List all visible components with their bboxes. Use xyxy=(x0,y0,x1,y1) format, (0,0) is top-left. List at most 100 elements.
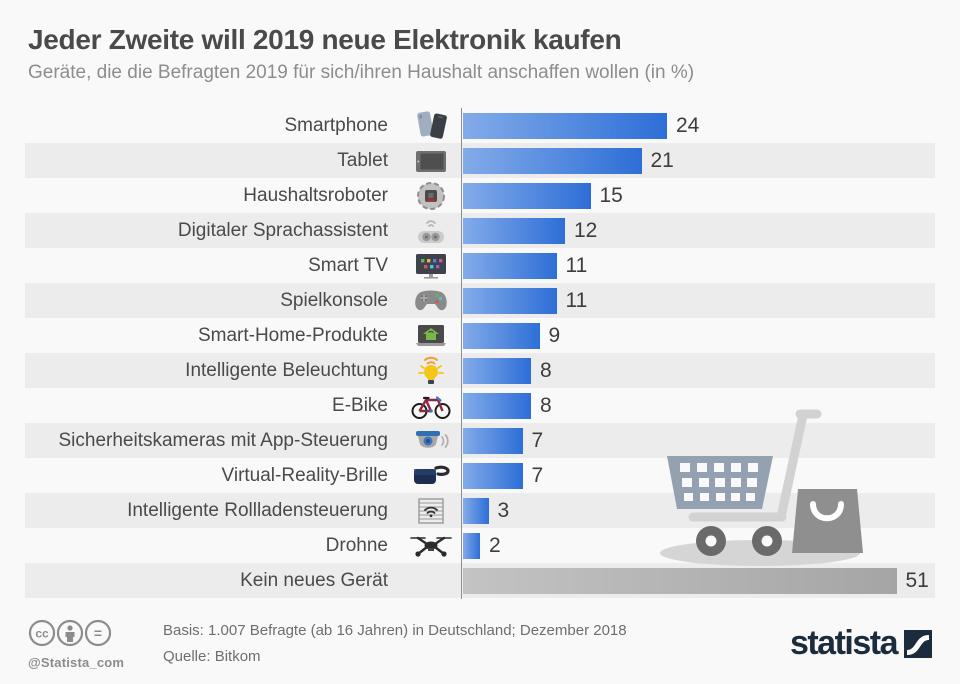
footer: cc = @Statista_com Basis: 1.007 Befragte… xyxy=(0,618,960,671)
chart-row: Smart TV 11 xyxy=(25,248,935,283)
header: Jeder Zweite will 2019 neue Elektronik k… xyxy=(0,0,960,84)
security-camera-icon xyxy=(398,423,463,458)
light-bulb-icon xyxy=(398,353,463,388)
chart-row: Sicherheitskameras mit App-Steuerung 7 xyxy=(25,423,935,458)
category-label: Intelligente Rollladensteuerung xyxy=(127,499,388,521)
value-label: 12 xyxy=(574,218,598,242)
category-label: Smart-Home-Produkte xyxy=(197,324,388,346)
category-label: Smartphone xyxy=(284,114,388,136)
bar-zone: 2 xyxy=(463,528,935,563)
cc-license-block: cc = @Statista_com xyxy=(28,618,135,670)
value-label: 3 xyxy=(497,498,510,522)
bar-zone: 7 xyxy=(463,423,935,458)
bar-zone: 15 xyxy=(463,178,935,213)
statista-logo-icon xyxy=(904,629,932,658)
value-label: 7 xyxy=(531,428,544,452)
category-label: Sicherheitskameras mit App-Steuerung xyxy=(58,429,389,451)
drone-icon xyxy=(398,528,463,563)
bar-zone: 11 xyxy=(463,283,935,318)
e-bike-icon xyxy=(398,388,463,423)
bar-zone: 51 xyxy=(463,563,935,598)
statista-logo-text: statista xyxy=(789,624,899,663)
value-label: 7 xyxy=(531,463,544,487)
value-bar xyxy=(463,112,667,139)
value-bar xyxy=(463,252,557,279)
chart-row: E-Bike 8 xyxy=(25,388,935,423)
chart-row: Tablet 21 xyxy=(25,143,935,178)
chart-row: Digitaler Sprachassistent 12 xyxy=(25,213,935,248)
chart-row: Haushaltsroboter 15 xyxy=(25,178,935,213)
value-bar xyxy=(463,462,523,489)
chart-row: Spielkonsole 11 xyxy=(25,283,935,318)
bar-zone: 12 xyxy=(463,213,935,248)
category-label: Drohne xyxy=(325,534,388,556)
value-bar xyxy=(463,567,897,594)
chart-row: Drohne 2 xyxy=(25,528,935,563)
svg-text:cc: cc xyxy=(35,626,49,640)
smart-home-icon xyxy=(398,318,463,353)
bar-zone: 9 xyxy=(463,318,935,353)
value-label: 11 xyxy=(565,253,588,277)
statista-handle: @Statista_com xyxy=(28,654,125,670)
basis-text: Basis: 1.007 Befragte (ab 16 Jahren) in … xyxy=(163,621,627,639)
bar-zone: 11 xyxy=(463,248,935,283)
category-label: Digitaler Sprachassistent xyxy=(177,219,388,241)
statista-logo: statista xyxy=(790,624,932,663)
chart-row: Smartphone 24 xyxy=(25,108,935,143)
category-label: Haushaltsroboter xyxy=(243,184,388,206)
value-label: 2 xyxy=(489,533,501,557)
chart-row: Kein neues Gerät 51 xyxy=(25,563,935,598)
category-label: Tablet xyxy=(337,149,388,171)
bar-zone: 24 xyxy=(463,108,935,143)
category-icon xyxy=(398,563,463,598)
chart-row: Smart-Home-Produkte 9 xyxy=(25,318,935,353)
cc-license-icons: cc = xyxy=(28,619,112,646)
bar-zone: 3 xyxy=(463,493,935,528)
page-title: Jeder Zweite will 2019 neue Elektronik k… xyxy=(28,24,622,55)
smart-tv-icon xyxy=(398,248,463,283)
axis-baseline xyxy=(461,108,462,599)
robot-vacuum-icon xyxy=(398,178,463,213)
bar-zone: 8 xyxy=(463,353,935,388)
category-label: Intelligente Beleuchtung xyxy=(185,359,388,381)
tablet-icon xyxy=(398,143,463,178)
roller-shutter-icon xyxy=(398,493,463,528)
value-bar xyxy=(463,392,531,419)
voice-assistant-icon xyxy=(398,213,463,248)
chart-row: Intelligente Rollladensteuerung 3 xyxy=(25,493,935,528)
source-text: Quelle: Bitkom xyxy=(163,647,261,665)
chart-row: Virtual-Reality-Brille 7 xyxy=(25,458,935,493)
value-bar xyxy=(463,427,523,454)
value-label: 21 xyxy=(650,148,674,172)
category-label: E-Bike xyxy=(332,394,388,416)
bar-zone: 8 xyxy=(463,388,935,423)
value-bar xyxy=(463,182,591,209)
category-label: Smart TV xyxy=(308,254,388,276)
vr-headset-icon xyxy=(398,458,463,493)
value-label: 11 xyxy=(565,288,588,312)
value-bar xyxy=(463,217,565,244)
value-bar xyxy=(463,147,642,174)
value-bar xyxy=(463,532,480,559)
value-label: 24 xyxy=(676,113,700,137)
bar-zone: 7 xyxy=(463,458,935,493)
category-label: Virtual-Reality-Brille xyxy=(221,464,388,486)
bar-chart: Smartphone 24 Tablet 21 Haushaltsroboter… xyxy=(0,108,960,599)
value-bar xyxy=(463,357,531,384)
smartphone-icon xyxy=(398,108,463,143)
svg-text:=: = xyxy=(94,625,102,641)
source-block: Basis: 1.007 Befragte (ab 16 Jahren) in … xyxy=(163,618,790,671)
value-label: 15 xyxy=(599,183,623,207)
category-label: Kein neues Gerät xyxy=(240,569,388,591)
value-label: 9 xyxy=(548,323,561,347)
value-bar xyxy=(463,287,557,314)
game-controller-icon xyxy=(398,283,463,318)
bar-zone: 21 xyxy=(463,143,935,178)
value-label: 8 xyxy=(540,358,552,382)
page-subtitle: Geräte, die die Befragten 2019 für sich/… xyxy=(28,62,695,83)
chart-row: Intelligente Beleuchtung 8 xyxy=(25,353,935,388)
value-bar xyxy=(463,497,489,524)
category-label: Spielkonsole xyxy=(280,289,388,311)
value-label: 8 xyxy=(540,393,552,417)
